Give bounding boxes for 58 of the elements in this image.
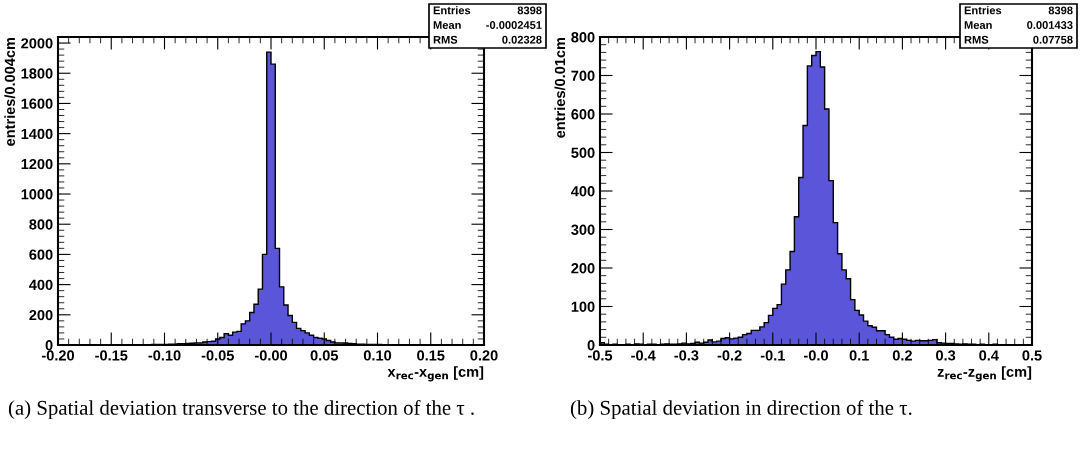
- y-tick-label: 300: [571, 224, 595, 235]
- y-tick-label: 1400: [21, 128, 53, 140]
- text: 8398: [1048, 6, 1073, 15]
- annotation: RMS: [433, 35, 458, 44]
- y-tick-label: 1800: [21, 68, 53, 79]
- text: 8398: [517, 6, 542, 15]
- y-tick-label: 1000: [21, 189, 53, 200]
- y-tick-label: 400: [29, 279, 53, 291]
- y-tick-label: 0: [587, 340, 595, 351]
- y-tick-label: 500: [571, 147, 595, 158]
- x-tick-label: 0.20: [470, 350, 498, 361]
- x-tick-label: 0.10: [363, 350, 392, 361]
- text: 0.02328: [502, 35, 542, 44]
- x-tick-label: -0.15: [95, 350, 128, 361]
- x-tick-label: 0.05: [310, 350, 339, 361]
- text: Mean: [433, 21, 461, 29]
- y-tick-label: 800: [571, 32, 595, 43]
- x-tick-label: 0.5: [1022, 350, 1042, 361]
- annotation: RMS: [964, 35, 989, 44]
- text: 0.001433: [1027, 21, 1073, 29]
- x-tick-label: 0.15: [417, 350, 445, 361]
- x-tick-label: 0.1: [849, 350, 869, 361]
- y-tick-label: 400: [571, 186, 595, 197]
- y-tick-label: 1600: [21, 98, 53, 109]
- y-tick-label: 1200: [21, 158, 53, 170]
- x-axis-title: z$_{rec}$-z$_{gen}$ [cm]: [937, 366, 1032, 382]
- text: 0.07758: [1033, 35, 1073, 44]
- x-tick-label: 0.4: [979, 350, 999, 361]
- text: (b) Spatial deviation in direction of the τ.: [570, 400, 912, 420]
- x-tick-label: -0.5: [588, 350, 613, 361]
- x-tick-label: -0.4: [631, 350, 656, 361]
- text: (a) Spatial deviation transverse to the direction of the τ .: [8, 400, 474, 420]
- x-tick-label: -0.00: [254, 350, 288, 361]
- x-tick-label: -0.05: [201, 350, 234, 361]
- x-tick-label: 0.2: [892, 350, 912, 361]
- x-tick-label: -0.20: [41, 350, 75, 361]
- y-tick-label: 700: [571, 70, 595, 81]
- y-tick-label: 600: [571, 109, 595, 120]
- x-tick-label: 0.3: [936, 350, 956, 361]
- text: -0.0002451: [486, 21, 542, 29]
- y-tick-label: 0: [45, 340, 53, 351]
- y-axis-title: entries/0.01cm: [554, 37, 566, 138]
- x-tick-label: -0.1: [760, 350, 785, 361]
- text: Entries: [433, 6, 471, 15]
- text: Mean: [964, 21, 992, 29]
- x-tick-label: -0.2: [717, 350, 742, 361]
- text: Entries: [964, 6, 1002, 15]
- y-tick-label: 600: [29, 249, 53, 260]
- y-tick-label: 200: [29, 309, 53, 321]
- x-tick-label: -0.0: [804, 350, 828, 361]
- y-tick-label: 2000: [21, 38, 53, 49]
- x-axis-title: x$_{rec}$-x$_{gen}$ [cm]: [387, 366, 484, 382]
- x-tick-label: -0.10: [148, 350, 181, 361]
- y-axis-title: entries/0.004cm: [4, 37, 16, 146]
- x-tick-label: -0.3: [674, 350, 699, 361]
- y-tick-label: 100: [571, 301, 595, 312]
- y-tick-label: 800: [29, 219, 53, 230]
- y-tick-label: 200: [571, 263, 595, 274]
